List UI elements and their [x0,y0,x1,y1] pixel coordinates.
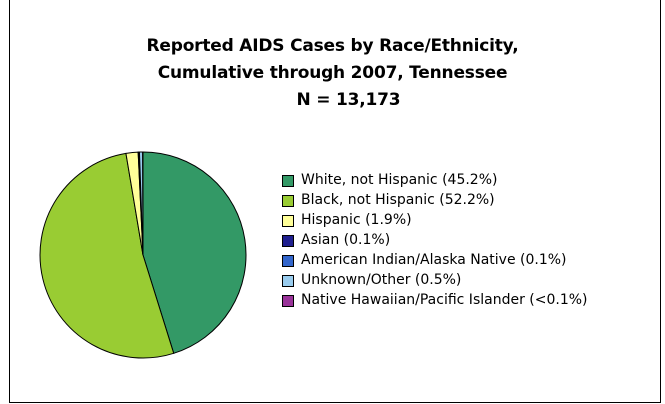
chart-frame [9,0,661,403]
legend-swatch-0 [282,175,294,187]
legend-swatch-6 [282,295,294,307]
pie-slice-0 [142,151,247,354]
legend-label-3: Asian (0.1%) [301,232,391,248]
legend-swatch-2 [282,215,294,227]
chart-title-line-1: Reported AIDS Cases by Race/Ethnicity, [146,36,519,56]
legend-label-0: White, not Hispanic (45.2%) [301,172,498,188]
legend-label-5: Unknown/Other (0.5%) [301,272,462,288]
legend-label-1: Black, not Hispanic (52.2%) [301,192,495,208]
chart-title-line-3: N = 13,173 [296,90,401,110]
legend-label-6: Native Hawaiian/Pacific Islander (<0.1%) [301,292,588,308]
chart-title-line-2: Cumulative through 2007, Tennessee [157,63,508,83]
legend-swatch-5 [282,275,294,287]
legend-swatch-3 [282,235,294,247]
legend-swatch-4 [282,255,294,267]
legend-label-4: American Indian/Alaska Native (0.1%) [301,252,567,268]
legend-label-2: Hispanic (1.9%) [301,212,412,228]
pie-slice-1 [39,152,175,359]
legend-swatch-1 [282,195,294,207]
